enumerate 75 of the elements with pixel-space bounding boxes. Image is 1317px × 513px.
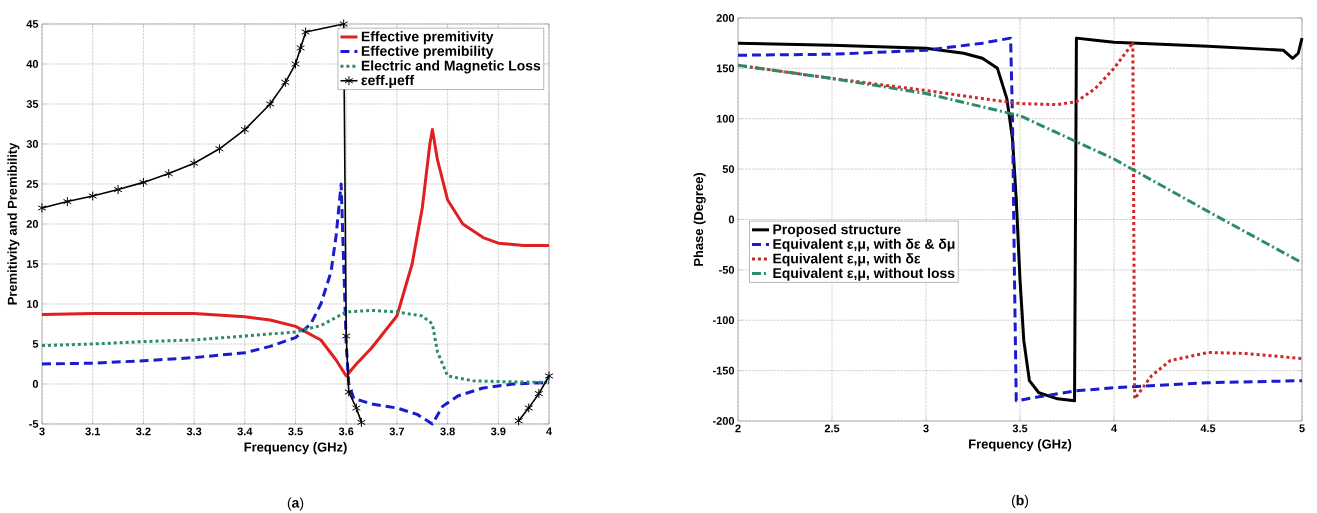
y-tick-label: 15 <box>26 260 39 268</box>
y-tick-label: -150 <box>712 366 735 375</box>
x-tick-label: 4 <box>1111 424 1117 433</box>
point <box>344 387 354 397</box>
x-axis-title: Frequency (GHz) <box>244 442 347 455</box>
y-tick-label: 0 <box>728 215 735 224</box>
point <box>291 59 300 69</box>
y-axis-title: Premitivity and Premibility <box>7 142 20 305</box>
point <box>88 191 98 201</box>
y-tick-label: 100 <box>716 114 735 123</box>
y-tick-label: -100 <box>712 316 735 325</box>
point <box>296 43 305 53</box>
x-tick-label: 3.9 <box>490 427 506 436</box>
y-tick-label: 45 <box>26 20 39 28</box>
point <box>301 27 311 37</box>
y-tick-label: 40 <box>26 60 39 68</box>
y-tick-label: 150 <box>716 64 735 73</box>
x-tick-label: 3 <box>923 424 929 433</box>
x-tick-label: 3 <box>39 427 45 436</box>
x-tick-label: 3.1 <box>85 427 101 436</box>
x-tick-label: 3.6 <box>338 427 354 436</box>
text: (a) <box>287 497 304 511</box>
y-tick-label: 25 <box>26 180 39 188</box>
point <box>341 331 351 341</box>
point <box>280 77 290 88</box>
legend-label: Effective premitivity <box>361 31 494 45</box>
point <box>514 415 523 426</box>
point <box>357 417 366 428</box>
y-tick-label: 0 <box>32 380 39 388</box>
y-tick-label: -5 <box>29 420 39 428</box>
legend-label: Electric and Magnetic Loss <box>361 60 541 74</box>
y-tick-label: 30 <box>26 140 39 148</box>
y-tick-label: 10 <box>26 300 39 308</box>
x-axis-title: Frequency (GHz) <box>969 439 1072 452</box>
point <box>534 388 544 399</box>
point <box>524 403 534 413</box>
y-tick-label: -50 <box>719 265 735 274</box>
x-tick-label: 3.8 <box>440 427 455 436</box>
legend-label: Equivalent ε,μ, with δε <box>773 253 921 267</box>
x-tick-label: 3.7 <box>389 427 405 436</box>
point <box>189 158 199 169</box>
x-tick-label: 3.5 <box>1012 424 1028 433</box>
point <box>37 203 47 213</box>
x-tick-label: 3.2 <box>136 427 151 436</box>
point <box>139 177 148 188</box>
point <box>240 124 250 135</box>
legend-label: Effective premibility <box>361 45 494 59</box>
x-tick-label: 3.5 <box>288 427 303 436</box>
x-tick-label: 5 <box>1299 424 1305 433</box>
legend-label: Equivalent ε,μ, with δε & δμ <box>773 238 955 252</box>
y-tick-label: 35 <box>26 100 39 108</box>
x-tick-label: 2 <box>735 424 741 433</box>
x-tick-label: 2.5 <box>824 424 840 433</box>
y-tick-label: 200 <box>716 14 735 22</box>
y-tick-label: -200 <box>712 417 735 425</box>
point <box>62 196 72 207</box>
y-tick-label: 20 <box>26 220 39 228</box>
x-tick-label: 3.4 <box>237 427 253 436</box>
text: (b) <box>1011 495 1029 509</box>
point <box>544 371 554 381</box>
legend-label: εeff.μeff <box>361 74 415 88</box>
legend-label: Equivalent ε,μ, without loss <box>773 267 955 281</box>
point <box>339 19 349 29</box>
x-tick-label: 4 <box>546 427 552 436</box>
point <box>113 184 123 195</box>
point <box>351 403 361 413</box>
y-tick-label: 5 <box>32 340 39 348</box>
legend-label: Proposed structure <box>773 224 901 238</box>
point <box>215 143 224 154</box>
y-axis-title: Phase (Degree) <box>693 173 706 266</box>
y-tick-label: 50 <box>722 165 735 173</box>
x-tick-label: 4.5 <box>1200 424 1216 433</box>
point <box>265 99 275 109</box>
point <box>164 168 174 179</box>
x-tick-label: 3.3 <box>186 427 202 436</box>
